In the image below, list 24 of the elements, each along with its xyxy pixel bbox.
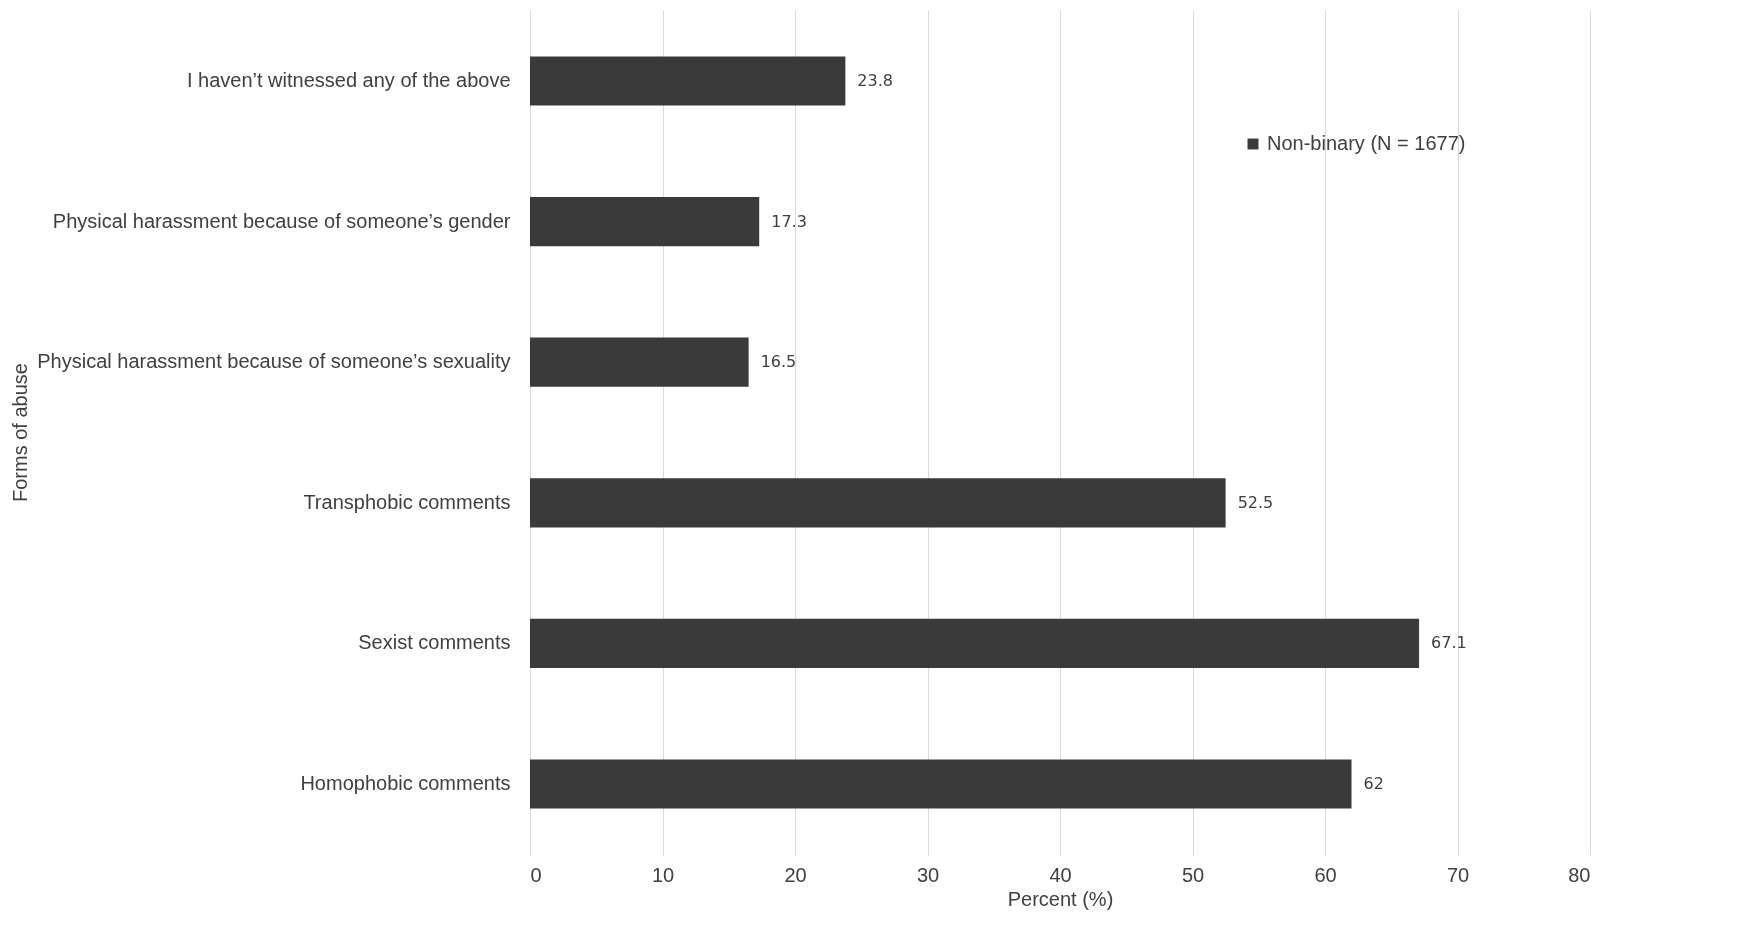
- data-label: 23.8: [857, 71, 893, 90]
- x-tick-label: 30: [916, 863, 940, 886]
- data-label: 52.5: [1237, 492, 1274, 512]
- x-tick-label: 20: [784, 863, 807, 886]
- data-label: 62: [1363, 774, 1384, 793]
- x-tick-label: 50: [1181, 863, 1205, 886]
- x-tick-label: 40: [1049, 863, 1072, 886]
- x-tick-label: 80: [1568, 863, 1591, 886]
- legend-label: Non-binary (N = 1677): [1267, 132, 1466, 154]
- x-tick-label: 10: [651, 863, 675, 886]
- data-label: 17.3: [771, 211, 807, 231]
- y-tick-label: Physical harassment because of someone’s gender: [52, 209, 511, 232]
- y-tick-label: Physical harassment because of someone’s sexuality: [37, 350, 511, 373]
- y-tick-label: Homophobic comments: [300, 772, 511, 794]
- y-tick-label: I haven’t witnessed any of the above: [186, 69, 511, 91]
- x-tick-label: 70: [1446, 863, 1470, 886]
- x-tick-label: 60: [1314, 863, 1337, 886]
- x-tick-label: 0: [530, 863, 542, 886]
- y-axis-title: Forms of abuse: [8, 363, 31, 502]
- y-tick-label: Sexist comments: [358, 631, 511, 654]
- x-axis-title: Percent (%): [1007, 887, 1114, 910]
- data-label: 67.1: [1431, 633, 1467, 653]
- data-label: 16.5: [760, 352, 797, 372]
- y-tick-label: Transphobic comments: [303, 490, 511, 513]
